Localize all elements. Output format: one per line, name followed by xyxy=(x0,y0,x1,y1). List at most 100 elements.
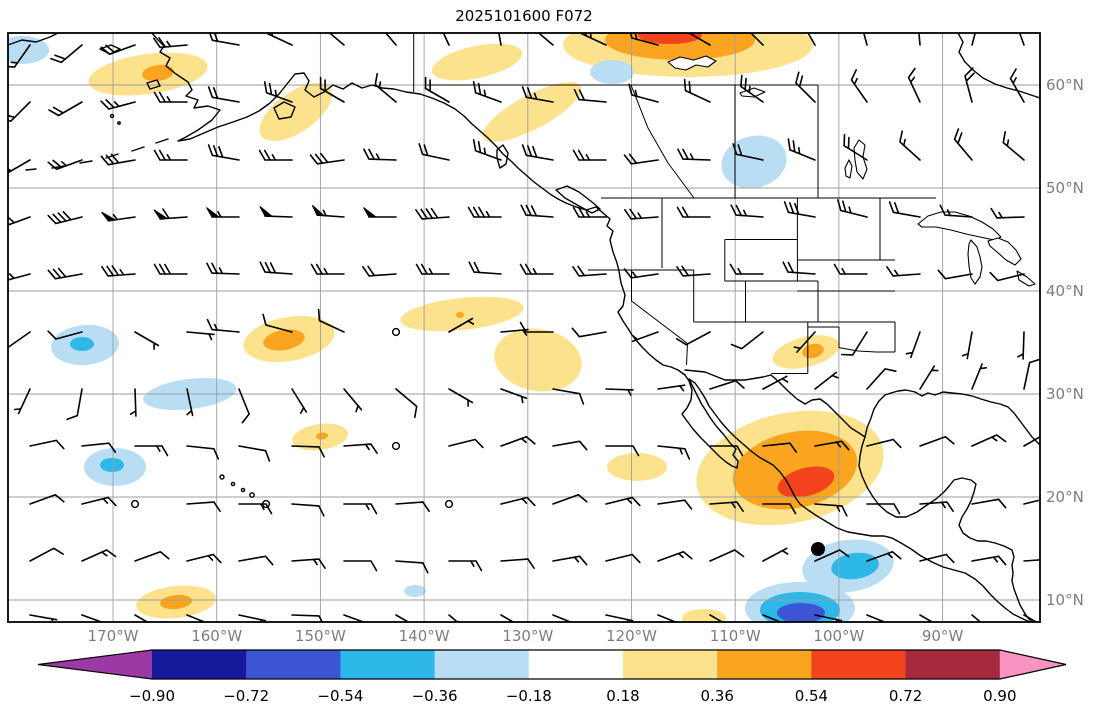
wind-barb xyxy=(657,614,678,622)
wind-barb xyxy=(795,71,816,103)
wind-barb xyxy=(631,331,659,342)
wind-barb xyxy=(81,614,104,622)
wind-barb xyxy=(186,331,215,341)
wind-barb xyxy=(657,551,693,562)
lon-tick-label: 140°W xyxy=(398,627,450,645)
wind-barb xyxy=(676,265,711,277)
coast-mexico-pacific xyxy=(688,378,1031,622)
islands-aleutian xyxy=(25,138,169,171)
wind-barb xyxy=(238,445,271,462)
wind-barb xyxy=(207,86,240,103)
state-line-ca-nv-az xyxy=(631,270,688,366)
wind-barb xyxy=(572,265,607,277)
wind-barb xyxy=(840,331,868,356)
coast-alaska-west xyxy=(151,33,686,376)
lon-tick-label: 110°W xyxy=(709,627,761,645)
wind-barb xyxy=(259,261,293,275)
wind-barb xyxy=(762,375,789,390)
wind-barb xyxy=(415,263,450,275)
lon-tick-label: 130°W xyxy=(502,627,554,645)
colorbar-outline xyxy=(37,649,1067,680)
anomaly-blob xyxy=(316,432,328,440)
wind-barb xyxy=(552,440,588,451)
lat-tick-label: 40°N xyxy=(1046,282,1084,300)
wind-barb xyxy=(309,152,345,165)
wind-barb xyxy=(343,614,366,622)
wind-barb xyxy=(500,558,535,569)
wind-barb xyxy=(100,99,136,110)
wind-barb xyxy=(814,503,848,517)
wind-barb xyxy=(66,388,83,421)
wind-barb xyxy=(498,33,502,46)
wind-barb xyxy=(762,614,783,622)
wind-barb xyxy=(343,503,378,515)
wind-barb xyxy=(677,148,711,161)
anomaly-blob xyxy=(732,430,858,510)
wind-barb xyxy=(886,266,921,277)
wind-barb xyxy=(573,88,607,103)
colorbar-tick-label: 0.36 xyxy=(700,687,734,705)
wind-barb xyxy=(264,215,293,218)
island-pribilof xyxy=(109,113,115,119)
wind-barb xyxy=(814,440,850,451)
wind-barb xyxy=(186,501,221,512)
wind-barb xyxy=(343,388,363,413)
colorbar-tick-label: −0.36 xyxy=(411,687,458,705)
wind-barb xyxy=(29,547,64,562)
wind-barb xyxy=(8,273,31,281)
wind-barb xyxy=(740,74,764,103)
wind-barb xyxy=(186,614,207,622)
wind-barb xyxy=(81,549,117,562)
wind-barb xyxy=(81,496,117,507)
wind-barb xyxy=(500,328,529,336)
island-hawaii xyxy=(249,492,255,498)
wind-barb xyxy=(134,331,160,350)
wind-barb xyxy=(537,33,554,46)
wind-barb xyxy=(13,388,31,415)
wind-barb xyxy=(1009,68,1025,103)
anomaly-blob xyxy=(142,64,174,82)
wind-barb xyxy=(107,213,136,222)
colorbar-tick-label: 0.72 xyxy=(888,687,923,705)
wind-barb xyxy=(186,445,220,460)
anomaly-blob xyxy=(259,82,333,142)
wind-barb xyxy=(657,499,693,510)
wind-barb xyxy=(238,503,273,515)
colorbar-tick-label: 0.18 xyxy=(606,687,640,705)
wind-barb xyxy=(971,555,1007,566)
wind-barb xyxy=(1018,33,1025,46)
anomaly-blob xyxy=(431,43,523,81)
wind-barb xyxy=(605,496,641,507)
island-hawaii xyxy=(219,474,225,480)
wind-barb xyxy=(971,33,977,46)
wind-barb xyxy=(905,331,921,359)
wind-barb xyxy=(605,553,641,564)
anomaly-blob xyxy=(777,603,825,622)
wind-barb xyxy=(919,436,955,447)
wind-barb xyxy=(266,33,293,46)
wind-barb xyxy=(709,549,745,562)
wind-barb xyxy=(572,206,607,218)
wind-barb xyxy=(207,144,240,161)
lake-erie xyxy=(1016,270,1036,287)
lon-tick-label: 150°W xyxy=(294,627,346,645)
colorbar-segment xyxy=(717,650,812,679)
wind-barb xyxy=(521,144,554,161)
wind-barb xyxy=(186,553,222,564)
calm-wind-circle xyxy=(130,499,140,509)
wind-barb xyxy=(317,308,345,333)
island-vancouver xyxy=(555,185,601,214)
barb-pennant xyxy=(259,205,274,217)
wind-barb xyxy=(709,445,744,457)
borders-layer xyxy=(413,33,936,374)
wind-barb-layer xyxy=(8,33,1040,622)
wind-barb xyxy=(866,614,887,622)
wind-barb xyxy=(472,139,502,161)
wind-barb xyxy=(732,143,764,161)
anomaly-blob xyxy=(404,585,426,597)
wind-barb xyxy=(571,327,607,338)
calm-wind-circle xyxy=(391,327,401,337)
wind-barb xyxy=(1023,499,1040,505)
wind-barb xyxy=(363,148,397,161)
